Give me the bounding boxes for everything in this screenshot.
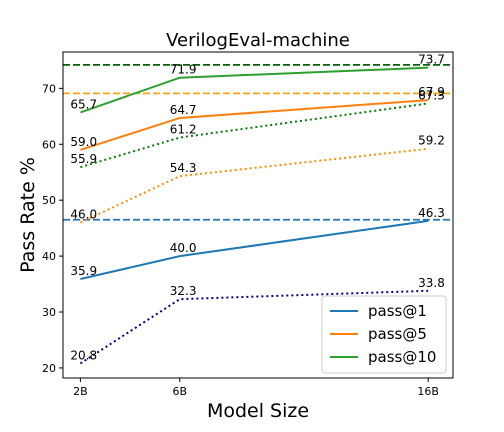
data-label: 32.3 bbox=[170, 284, 197, 298]
data-label: 46.3 bbox=[418, 206, 445, 220]
dotted-series-line-5 bbox=[80, 102, 429, 169]
series-line-pass-at-1 bbox=[80, 219, 429, 281]
plot-content: 35.9 40.0 46.3 59.0 64.7 67.9 65.7 71.9 73.7 20.8… bbox=[63, 53, 453, 365]
data-label: 55.9 bbox=[70, 152, 97, 166]
legend-entry: pass@5 bbox=[368, 325, 427, 343]
y-tick-label: 30 bbox=[42, 306, 56, 319]
data-label: 59.0 bbox=[70, 135, 97, 149]
y-tick-label: 40 bbox=[42, 250, 56, 263]
data-label: 67.9 bbox=[418, 85, 445, 99]
data-label: 65.7 bbox=[70, 97, 97, 111]
x-axis-ticks: 2B 6B 16B bbox=[73, 378, 439, 398]
y-axis-ticks: 20 30 40 50 60 70 bbox=[42, 82, 63, 375]
plot-frame bbox=[62, 51, 454, 379]
y-tick-label: 60 bbox=[42, 138, 56, 151]
x-tick-label: 16B bbox=[417, 385, 439, 398]
x-tick-label: 2B bbox=[73, 385, 88, 398]
data-label: 61.2 bbox=[170, 123, 197, 137]
legend-entry: pass@1 bbox=[368, 302, 427, 320]
data-label: 20.8 bbox=[70, 348, 97, 362]
data-label: 54.3 bbox=[170, 161, 197, 175]
data-label: 64.7 bbox=[170, 103, 197, 117]
chart-title: VerilogEval-machine bbox=[166, 30, 350, 51]
data-label: 71.9 bbox=[170, 63, 197, 77]
data-label: 33.8 bbox=[418, 276, 445, 290]
data-label: 35.9 bbox=[70, 264, 97, 278]
data-label: 40.0 bbox=[170, 241, 197, 255]
y-tick-label: 70 bbox=[42, 82, 56, 95]
data-label: 73.7 bbox=[418, 53, 445, 67]
data-label: 59.2 bbox=[418, 134, 445, 148]
dotted-series-line-4 bbox=[79, 147, 429, 224]
y-tick-label: 20 bbox=[42, 362, 56, 375]
series-line-pass-at-5 bbox=[80, 99, 429, 151]
legend: pass@1 pass@5 pass@10 bbox=[321, 295, 447, 374]
series-line-pass-at-10 bbox=[80, 66, 429, 114]
legend-entry: pass@10 bbox=[368, 348, 436, 366]
data-label: 67.3 bbox=[418, 88, 445, 102]
y-tick-label: 50 bbox=[42, 194, 56, 207]
y-axis-label: Pass Rate % bbox=[17, 157, 39, 273]
x-axis-label: Model Size bbox=[207, 400, 309, 422]
legend-box bbox=[321, 295, 447, 374]
x-tick-label: 6B bbox=[172, 385, 187, 398]
data-label: 46.0 bbox=[70, 208, 97, 222]
